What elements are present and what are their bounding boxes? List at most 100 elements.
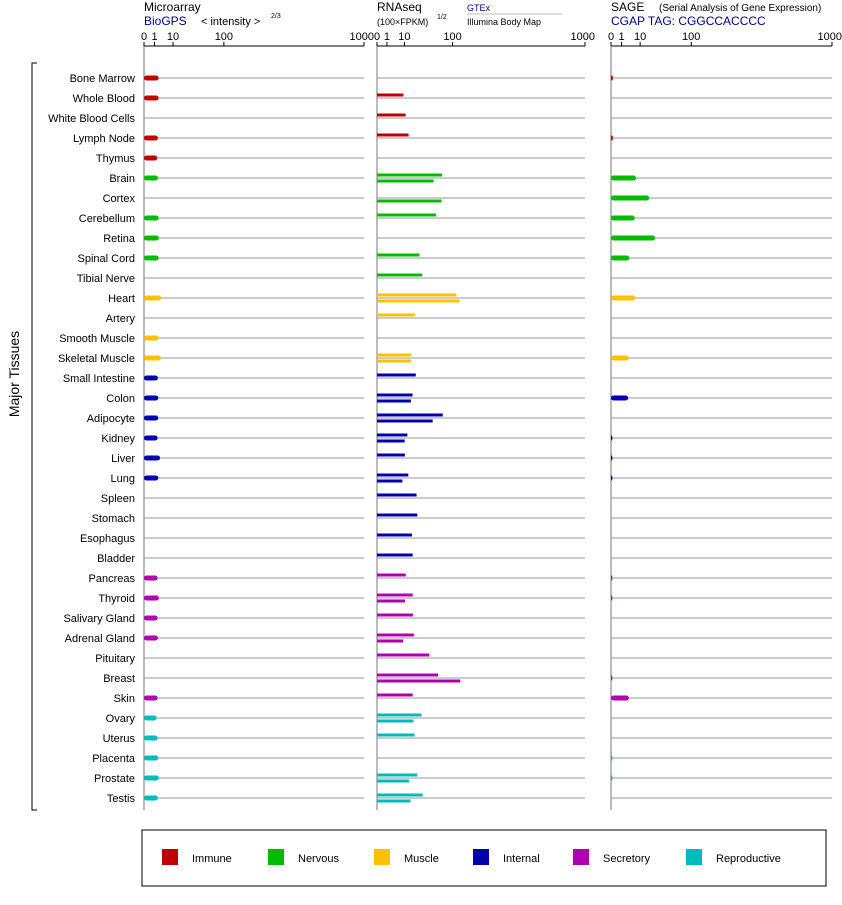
tissue-label: Bladder [97,553,135,565]
microarray-bar [144,735,158,741]
microarray-bar [144,155,158,161]
tissue-label: Adipocyte [87,413,135,425]
sage-bar [611,175,637,181]
legend-label-reproductive: Reproductive [716,853,781,865]
legend-swatch-muscle [374,849,390,865]
tissue-label: Cortex [103,193,136,205]
gtex-bar [377,173,442,177]
sage-bar [611,695,629,701]
tissue-label: Lymph Node [73,133,135,145]
tissue-label: Prostate [94,773,135,785]
rnaseq-tick-label: 10 [398,31,410,43]
tissue-label: Stomach [92,513,135,525]
tissue-label: Salivary Gland [63,613,135,625]
sage-tick-label: 1000 [818,31,842,43]
gtex-bar [377,93,404,97]
legend-label-internal: Internal [503,853,540,865]
tissue-label: Spinal Cord [78,253,135,265]
microarray-bar [144,135,158,141]
illumina-bar [377,199,442,203]
tissue-label: Thymus [96,153,136,165]
sage-bar [611,215,635,221]
tissue-label: Artery [106,313,136,325]
gtex-bar [377,573,406,577]
legend-label-nervous: Nervous [298,853,339,865]
microarray-bar [144,215,159,221]
sage-bar [611,775,613,781]
gtex-bar [377,133,409,137]
tissue-label: Adrenal Gland [65,633,135,645]
tissue-label: Lung [111,473,135,485]
sage-bar [611,435,613,441]
microarray-bar [144,715,157,721]
illumina-bar [377,779,410,783]
sage-bar [611,455,613,461]
sage-bar [611,755,613,761]
tissue-label: Thyroid [98,593,135,605]
illumina-bar [377,299,460,303]
microarray-bar [144,95,159,101]
gtex-bar [377,793,423,797]
microarray-bar [144,775,159,781]
tissue-label: Skin [114,693,135,705]
tissue-label: Esophagus [80,533,136,545]
tissue-label: Smooth Muscle [59,333,135,345]
gtex-bar [377,473,409,477]
illumina-bar [377,799,411,803]
microarray-tick-label: 10 [167,31,179,43]
gtex-bar [377,533,412,537]
tissue-label: Tibial Nerve [77,273,135,285]
legend-label-secretory: Secretory [603,853,651,865]
gtex-bar [377,313,416,317]
microarray-bar [144,795,158,801]
illumina-bar [377,719,414,723]
rnaseq-title: RNAseq [377,0,422,14]
tissue-label: Kidney [101,433,135,445]
gtex-bar [377,453,405,457]
gtex-bar [377,593,413,597]
tissue-label: Small Intestine [63,373,135,385]
illumina-bar [377,179,434,183]
gtex-bar [377,713,422,717]
sage-bar [611,395,629,401]
biogps-link[interactable]: BioGPS [144,14,187,28]
rnaseq-unit-exponent: 1/2 [437,14,447,21]
gtex-source[interactable]: GTEx [467,3,491,13]
legend-swatch-reproductive [686,849,702,865]
illumina-bar [377,419,433,423]
microarray-bar [144,395,159,401]
tissue-label: Spleen [101,493,135,505]
tissue-label: White Blood Cells [48,113,135,125]
microarray-bar [144,415,159,421]
microarray-title: Microarray [144,0,201,14]
microarray-bar [144,75,159,81]
illumina-bar [377,479,403,483]
gtex-bar [377,413,443,417]
gtex-bar [377,493,417,497]
cgap-tag-link[interactable]: CGAP TAG: CGGCCACCCC [611,14,766,28]
microarray-bar [144,255,159,261]
illumina-bar [377,439,405,443]
microarray-bar [144,375,158,381]
tissue-label: Pancreas [89,573,136,585]
tissue-label: Placenta [92,753,136,765]
microarray-metric-exponent: 2/3 [271,13,281,20]
gtex-bar [377,113,406,117]
microarray-bar [144,475,159,481]
microarray-bar [144,615,158,621]
illumina-bar [377,359,412,363]
gtex-bar [377,733,415,737]
sage-tick-label: 100 [682,31,700,43]
microarray-bar [144,435,158,441]
microarray-tick-label: 100 [215,31,233,43]
gtex-bar [377,693,413,697]
sage-title: SAGE [611,0,644,14]
microarray-bar [144,355,161,361]
illumina-source: Illumina Body Map [467,17,541,27]
microarray-bar [144,235,159,241]
sage-bar [611,135,613,141]
microarray-bar [144,335,159,341]
sage-bar [611,235,656,241]
gtex-bar [377,513,418,517]
